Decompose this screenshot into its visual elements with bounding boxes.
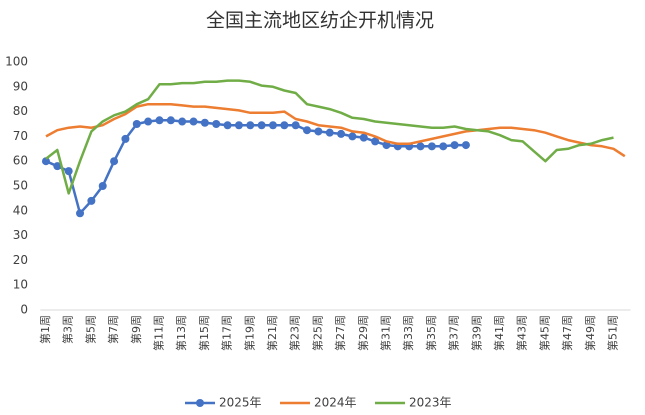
point [439, 142, 448, 151]
x-tick-label: 第33周 [401, 315, 415, 351]
y-tick-label: 30 [13, 228, 28, 242]
x-tick-label: 第7周 [106, 315, 120, 344]
x-tick-label: 第27周 [333, 315, 347, 351]
y-tick-label: 0 [20, 303, 28, 317]
x-tick-label: 第15周 [197, 315, 211, 351]
point [234, 121, 243, 130]
point [155, 116, 164, 125]
point [212, 120, 221, 128]
x-tick-label: 第13周 [174, 315, 188, 351]
x-tick-label: 第39周 [469, 315, 483, 351]
x-tick-label: 第9周 [129, 315, 143, 344]
y-tick-label: 20 [13, 253, 28, 267]
chart-title: 全国主流地区纺企开机情况 [206, 10, 434, 32]
x-tick-label: 第49周 [583, 315, 597, 351]
point [132, 120, 141, 128]
point [64, 167, 73, 176]
x-tick-label: 第25周 [310, 315, 324, 351]
x-tick-label: 第5周 [83, 315, 97, 344]
point [223, 121, 232, 130]
series-line [45, 102, 626, 158]
y-tick-label: 40 [13, 203, 28, 217]
point [359, 133, 368, 142]
x-tick-label: 第37周 [447, 315, 461, 351]
point [291, 121, 300, 130]
point [325, 128, 334, 137]
x-tick-label: 第3周 [61, 315, 75, 344]
point [257, 121, 266, 130]
y-tick-label: 60 [13, 154, 28, 168]
x-tick-label: 第11周 [151, 315, 165, 351]
point [416, 142, 425, 151]
x-tick-label: 第51周 [605, 315, 619, 351]
point [427, 142, 436, 151]
point [246, 121, 255, 130]
point [268, 121, 277, 130]
x-tick-label: 第41周 [492, 315, 506, 351]
series-line [45, 79, 614, 195]
x-tick-label: 第23周 [288, 315, 302, 351]
x-tick-label: 第47周 [560, 315, 574, 351]
point [53, 162, 62, 171]
point [189, 117, 198, 126]
y-tick-label: 90 [13, 79, 28, 93]
point [178, 117, 187, 126]
point [76, 209, 85, 218]
point [166, 116, 175, 125]
x-tick-label: 第1周 [38, 315, 52, 344]
legend-label: 2024年 [314, 396, 357, 410]
x-tick-label: 第45周 [537, 315, 551, 351]
y-tick-label: 10 [13, 278, 28, 292]
point [337, 129, 346, 138]
y-tick-label: 80 [13, 104, 28, 118]
series-line [45, 119, 466, 215]
point [280, 121, 289, 130]
point [461, 141, 470, 150]
x-tick-label: 第43周 [515, 315, 529, 351]
point [41, 157, 50, 166]
legend-label: 2025年 [219, 396, 262, 410]
point [348, 132, 357, 141]
point [144, 117, 153, 126]
x-tick-label: 第17周 [220, 315, 234, 351]
y-tick-label: 100 [5, 55, 28, 69]
point [87, 196, 96, 205]
y-tick-label: 70 [13, 129, 28, 143]
point [450, 141, 459, 150]
x-tick-label: 第21周 [265, 315, 279, 351]
point [371, 137, 380, 146]
point [200, 118, 209, 127]
x-tick-label: 第35周 [424, 315, 438, 351]
point [303, 126, 312, 135]
point [110, 157, 119, 166]
point [98, 182, 107, 190]
point [121, 134, 130, 143]
point [314, 127, 323, 136]
y-tick-label: 50 [13, 179, 28, 193]
x-tick-label: 第31周 [378, 315, 392, 351]
x-tick-label: 第29周 [356, 315, 370, 351]
x-tick-label: 第19周 [242, 315, 256, 351]
legend-label: 2023年 [409, 396, 452, 410]
legend-marker [196, 399, 204, 407]
